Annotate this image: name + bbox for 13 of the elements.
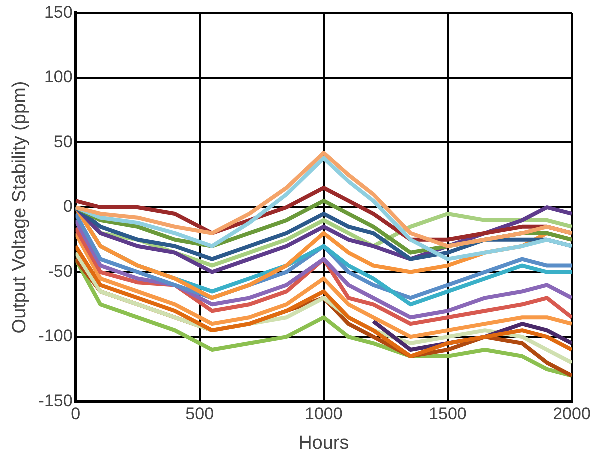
x-tick-label: 1500 (429, 404, 467, 424)
y-tick-label: -100 (38, 326, 73, 346)
y-tick-label: 100 (44, 68, 73, 87)
y-axis-title: Output Voltage Stability (ppm) (10, 81, 31, 334)
y-tick-label: 0 (63, 197, 73, 216)
y-tick-label: 50 (54, 132, 73, 152)
y-tick-label: 150 (44, 2, 73, 22)
x-tick-label: 1000 (305, 404, 343, 424)
x-tick-label: 2000 (553, 404, 591, 424)
y-tick-label: -50 (48, 262, 73, 281)
x-tick-label: 500 (186, 404, 214, 424)
y-tick-label: -150 (38, 391, 73, 410)
x-axis-title: Hours (298, 432, 350, 454)
